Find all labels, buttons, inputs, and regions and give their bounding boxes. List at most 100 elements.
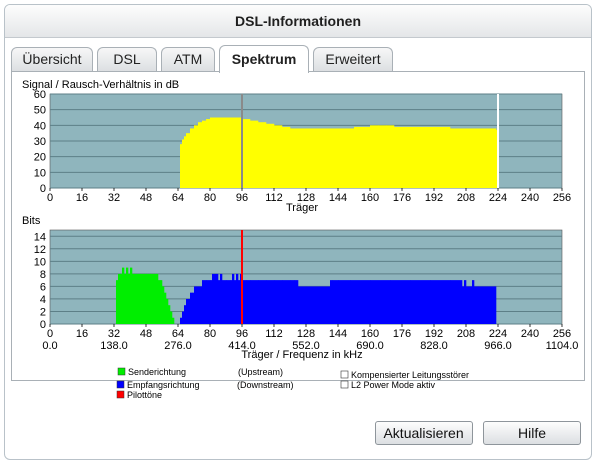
- help-button[interactable]: Hilfe: [483, 421, 581, 445]
- c2-bar-empfangsrichtung: [298, 286, 307, 324]
- legend-label-downstream: Empfangsrichtung: [127, 380, 200, 390]
- c2-bar-senderichtung: [120, 273, 123, 324]
- c2-xtick-label: 80: [204, 328, 216, 340]
- c1-bar-snr: [306, 128, 315, 188]
- c2-bar-empfangsrichtung: [294, 280, 299, 324]
- spektrum-panel: Signal / Rausch-Verhältnis in dB 0 10 20 30…: [11, 71, 585, 381]
- tab-uebersicht[interactable]: Übersicht: [11, 47, 93, 71]
- legend-area: Empfangsrichtung (Downstream) Pilottöne …: [116, 370, 469, 400]
- c1-bar-snr: [490, 128, 497, 188]
- c2-xtick-label: 0: [47, 328, 53, 340]
- c2-bar-empfangsrichtung: [226, 280, 231, 324]
- c2-bar-senderichtung: [128, 273, 131, 324]
- spectrum-charts: Signal / Rausch-Verhältnis in dB 0102030…: [22, 79, 579, 377]
- checkbox-l2-power[interactable]: [340, 380, 349, 389]
- legend-swatch-upstream: [117, 367, 126, 376]
- tab-dsl[interactable]: DSL: [97, 47, 157, 71]
- c2-bar-senderichtung: [124, 273, 127, 324]
- c2-bar-senderichtung: [142, 273, 145, 324]
- c2-bar-empfangsrichtung: [330, 280, 333, 324]
- c2-bar-senderichtung: [136, 273, 139, 324]
- c2-bar-empfangsrichtung: [186, 298, 189, 324]
- button-bar: Aktualisieren Hilfe: [369, 421, 581, 445]
- c1-bar-snr: [338, 128, 347, 188]
- c2-freq-label: 138.0: [100, 340, 128, 352]
- c1-xtick-label: 192: [425, 192, 443, 204]
- c2-ytick-label: 8: [40, 269, 46, 281]
- c2-bar-empfangsrichtung: [214, 273, 217, 324]
- c2-xtick-label: 48: [140, 328, 152, 340]
- legend-label-pilot: Pilottöne: [127, 390, 162, 400]
- c2-bar-senderichtung: [140, 273, 143, 324]
- c1-bar-snr: [226, 117, 235, 188]
- c1-xtick-label: 0: [47, 192, 53, 204]
- c2-bar-empfangsrichtung: [182, 311, 185, 324]
- legend-note-upstream: (Upstream): [238, 367, 283, 377]
- c2-bar-senderichtung: [160, 280, 163, 324]
- c2-bar-empfangsrichtung: [282, 280, 291, 324]
- c1-bar-snr: [362, 126, 371, 188]
- c2-bar-empfangsrichtung: [466, 286, 471, 324]
- c2-bar-empfangsrichtung: [266, 280, 275, 324]
- c1-bar-snr: [402, 126, 411, 188]
- bits-chart-xlabel: Träger / Frequenz in kHz: [241, 349, 362, 361]
- c2-bar-empfangsrichtung: [216, 273, 219, 324]
- c2-freq-label: 1104.0: [546, 340, 579, 352]
- tab-erweitert[interactable]: Erweitert: [313, 47, 393, 71]
- c2-bar-empfangsrichtung: [258, 280, 267, 324]
- c2-xtick-label: 176: [393, 328, 411, 340]
- c1-xtick-label: 176: [393, 192, 411, 204]
- c2-bar-empfangsrichtung: [482, 286, 491, 324]
- c2-bar-empfangsrichtung: [430, 280, 451, 324]
- c2-bar-empfangsrichtung: [218, 280, 221, 324]
- c1-xtick-label: 32: [108, 192, 120, 204]
- c1-bar-snr: [242, 119, 251, 188]
- tab-atm[interactable]: ATM: [161, 47, 215, 71]
- checkbox-kompensiert[interactable]: [340, 370, 349, 379]
- c1-bar-snr: [190, 128, 195, 188]
- c1-xtick-label: 16: [76, 192, 88, 204]
- c2-bar-empfangsrichtung: [390, 280, 411, 324]
- c1-xtick-label: 240: [521, 192, 539, 204]
- c1-bar-snr: [466, 128, 475, 188]
- c1-xtick-label: 144: [329, 192, 347, 204]
- c1-ytick-label: 60: [34, 89, 46, 101]
- c1-ytick-label: 30: [34, 136, 46, 148]
- c1-bar-snr: [258, 122, 267, 188]
- c1-xtick-label: 112: [265, 192, 283, 204]
- bits-chart-title: Bits: [22, 215, 41, 227]
- c2-bar-empfangsrichtung: [190, 292, 193, 324]
- refresh-button[interactable]: Aktualisieren: [374, 421, 473, 445]
- tab-spektrum[interactable]: Spektrum: [219, 45, 309, 73]
- c1-bar-snr: [346, 128, 355, 188]
- c1-bar-snr: [442, 126, 451, 188]
- c2-xtick-label: 192: [425, 328, 443, 340]
- c1-bar-snr: [386, 125, 395, 188]
- c2-freq-label: 966.0: [484, 340, 512, 352]
- c2-bar-empfangsrichtung: [290, 280, 295, 324]
- c2-bar-senderichtung: [118, 273, 121, 324]
- c2-bar-senderichtung: [138, 273, 141, 324]
- c2-bar-senderichtung: [152, 273, 155, 324]
- legend-label-upstream: Senderichtung: [128, 367, 186, 377]
- c1-bar-snr: [378, 125, 387, 188]
- c2-bar-empfangsrichtung: [494, 286, 497, 324]
- c1-bar-snr: [282, 126, 291, 188]
- c1-bar-snr: [434, 126, 443, 188]
- c2-bar-senderichtung: [130, 267, 133, 324]
- c2-bar-empfangsrichtung: [250, 280, 259, 324]
- c1-ytick-label: 10: [34, 167, 46, 179]
- option-label-kompensiert: Kompensierter Leitungsstörer: [351, 370, 469, 380]
- c1-bar-snr: [322, 128, 331, 188]
- c2-freq-label: 828.0: [420, 340, 448, 352]
- c2-xtick-label: 256: [553, 328, 571, 340]
- c1-bar-snr: [184, 136, 187, 188]
- c2-bar-empfangsrichtung: [234, 280, 237, 324]
- c2-freq-label: 552.0: [292, 340, 320, 352]
- c1-bar-snr: [370, 125, 379, 188]
- c1-xtick-label: 224: [489, 192, 507, 204]
- c1-xtick-label: 160: [361, 192, 379, 204]
- c2-xtick-label: 224: [489, 328, 507, 340]
- c2-bar-empfangsrichtung: [474, 286, 479, 324]
- c2-bar-empfangsrichtung: [194, 286, 197, 324]
